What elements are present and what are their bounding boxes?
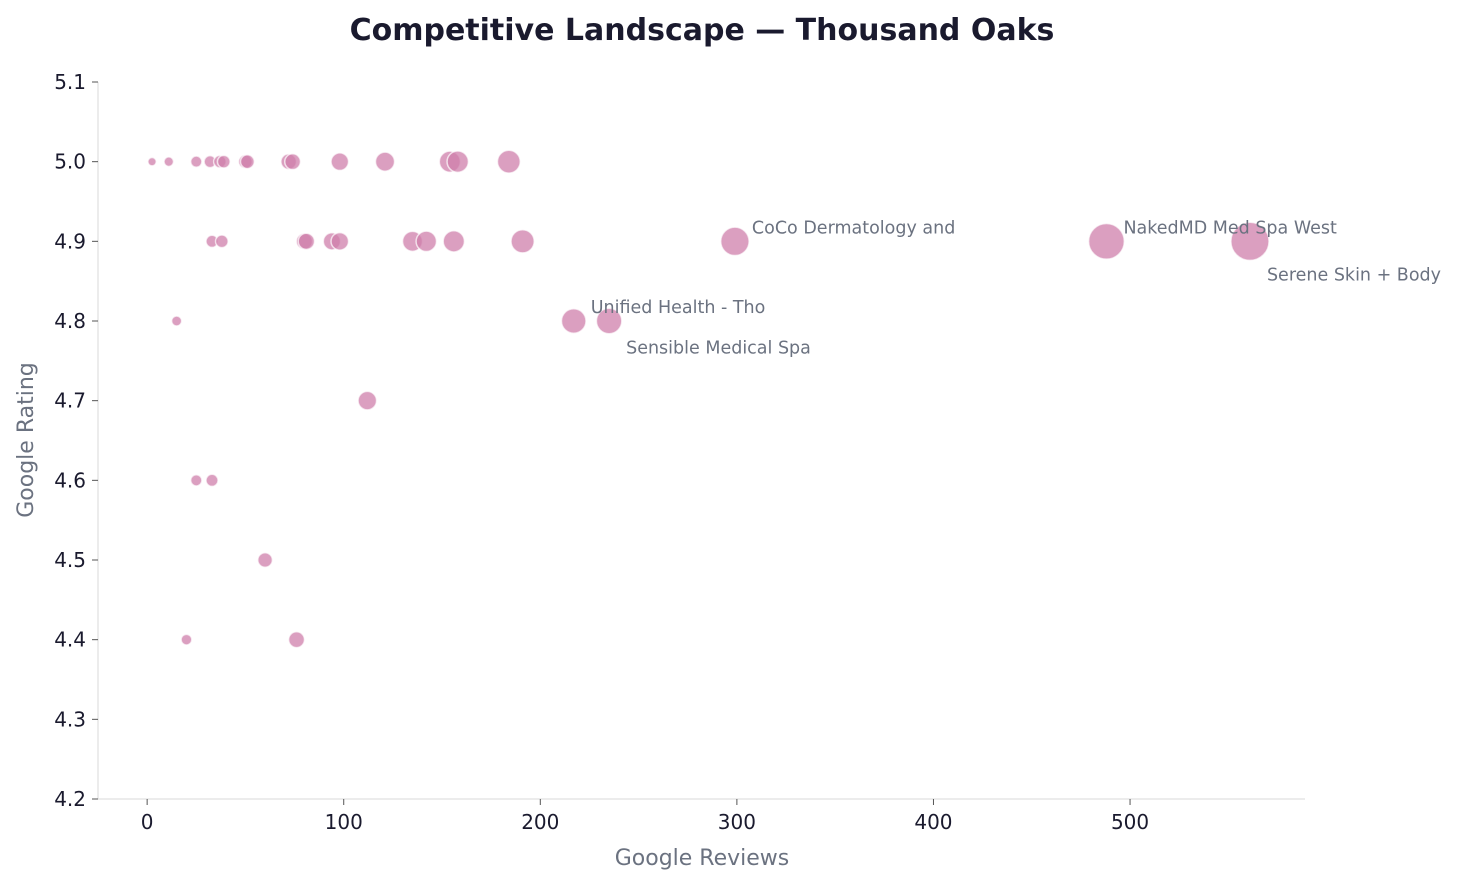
data-point xyxy=(719,226,750,257)
y-tick-label: 4.5 xyxy=(54,548,86,572)
point-annotation: Sensible Medical Spa xyxy=(626,339,811,359)
data-point xyxy=(163,156,175,168)
data-point xyxy=(357,390,378,411)
x-tick-label: 500 xyxy=(1111,810,1149,834)
chart-title: Competitive Landscape — Thousand Oaks xyxy=(350,13,1055,48)
data-point xyxy=(510,228,535,254)
data-point xyxy=(1230,221,1270,262)
point-annotation: CoCo Dermatology and xyxy=(752,218,955,238)
y-axis-label: Google Rating xyxy=(14,362,39,518)
y-tick-label: 4.4 xyxy=(54,628,86,652)
data-point xyxy=(216,154,231,169)
data-point xyxy=(560,307,587,335)
x-tick-label: 100 xyxy=(325,810,363,834)
y-tick-label: 4.6 xyxy=(54,468,86,492)
data-point xyxy=(415,230,438,253)
point-annotation: Serene Skin + Body xyxy=(1267,265,1441,285)
y-tick-label: 4.7 xyxy=(54,389,86,413)
data-point xyxy=(214,234,229,249)
data-point xyxy=(330,231,350,251)
y-tick-label: 5.0 xyxy=(54,150,86,174)
x-tick-label: 200 xyxy=(521,810,559,834)
y-tick-label: 4.2 xyxy=(54,787,86,811)
data-point xyxy=(496,149,522,174)
data-point xyxy=(239,154,256,170)
data-point xyxy=(330,152,350,172)
data-point xyxy=(170,315,183,327)
x-tick-label: 400 xyxy=(914,810,952,834)
data-point xyxy=(297,232,316,251)
point-annotation: Unified Health - Tho xyxy=(591,298,766,318)
y-tick-label: 4.8 xyxy=(54,309,86,333)
data-point xyxy=(257,551,274,569)
y-tick-label: 4.3 xyxy=(54,707,86,731)
x-tick-label: 300 xyxy=(718,810,756,834)
data-point xyxy=(205,473,219,488)
data-point xyxy=(180,633,193,646)
data-point xyxy=(283,153,302,171)
data-point xyxy=(595,307,623,335)
point-annotation: NakedMD Med Spa West xyxy=(1123,218,1337,238)
x-tick-label: 0 xyxy=(141,810,154,834)
data-point xyxy=(287,630,306,649)
data-point xyxy=(189,155,203,169)
data-point xyxy=(1087,222,1126,260)
data-point xyxy=(442,229,466,253)
data-point xyxy=(446,150,470,174)
y-tick-label: 5.1 xyxy=(54,70,86,94)
data-point xyxy=(189,473,203,487)
data-point xyxy=(374,151,396,172)
data-point xyxy=(147,156,157,167)
y-tick-label: 4.9 xyxy=(54,229,86,253)
x-axis-label: Google Reviews xyxy=(615,846,790,871)
